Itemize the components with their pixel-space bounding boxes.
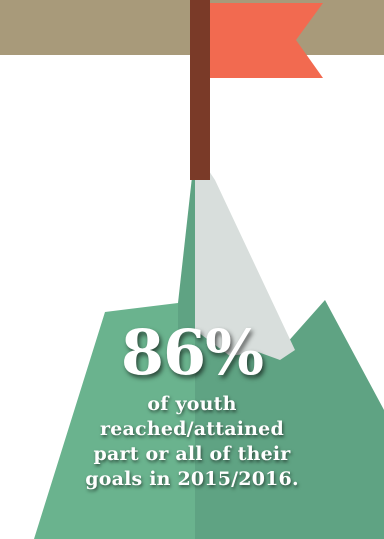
statistic-line: reached/attained: [100, 418, 284, 440]
mountain-ridge-shadow: [178, 150, 195, 330]
statistic-line: goals in 2015/2016.: [85, 468, 299, 490]
statistic-line: of youth: [147, 393, 237, 415]
mountain-right-face: [195, 300, 384, 539]
statistic-value: 86%: [120, 316, 264, 389]
statistic-description: of youth reached/attained part or all of…: [60, 392, 324, 492]
flag: [210, 3, 323, 78]
mountain-snow-cap: [178, 150, 295, 360]
mountain-left-face: [34, 303, 195, 539]
flag-pole: [190, 0, 210, 180]
statistic-line: part or all of their: [93, 443, 291, 465]
